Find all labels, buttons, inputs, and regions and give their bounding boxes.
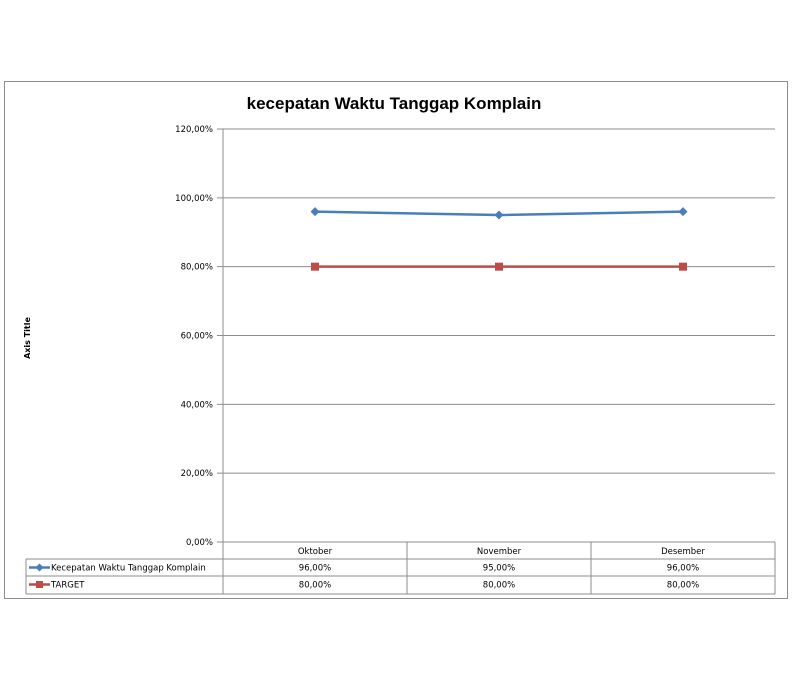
data-label: 96,00%: [299, 564, 331, 574]
y-axis-title: Axis Title: [23, 317, 32, 359]
y-tick-label: 0,00%: [186, 538, 213, 548]
data-label: 96,00%: [667, 564, 699, 574]
gridlines: [217, 128, 775, 543]
data-label: 95,00%: [483, 564, 515, 574]
y-tick-label: 40,00%: [181, 400, 213, 410]
data-point: [678, 207, 688, 217]
data-label: 80,00%: [667, 581, 699, 591]
data-point: [310, 207, 320, 217]
data-label: 80,00%: [483, 581, 515, 591]
series-group: [310, 207, 688, 271]
x-category-label: November: [477, 547, 522, 557]
data-table: Oktober November Desember Kecepatan Waktu T…: [25, 541, 776, 595]
data-point: [494, 210, 504, 220]
chart-title: kecepatan Waktu Tanggap Komplain: [247, 94, 542, 113]
legend-marker: [36, 581, 43, 588]
data-point: [495, 262, 503, 271]
chart-frame: [4, 81, 788, 599]
data-label: 80,00%: [299, 581, 331, 591]
legend-marker: [35, 563, 44, 572]
data-point: [679, 262, 687, 271]
legend-label: TARGET: [50, 581, 85, 591]
y-tick-label: 120,00%: [175, 125, 213, 135]
y-tick-label: 20,00%: [181, 469, 213, 479]
y-tick-label: 80,00%: [181, 263, 213, 273]
y-tick-label: 100,00%: [175, 194, 213, 204]
legend-label: Kecepatan Waktu Tanggap Komplain: [51, 564, 206, 574]
y-tick-label: 60,00%: [181, 332, 213, 342]
y-tick-labels: 0,00% 20,00% 40,00% 60,00% 80,00% 100,00% 120,…: [175, 125, 213, 548]
x-category-label: Desember: [661, 547, 705, 557]
x-category-label: Oktober: [298, 547, 333, 557]
data-point: [311, 262, 319, 271]
